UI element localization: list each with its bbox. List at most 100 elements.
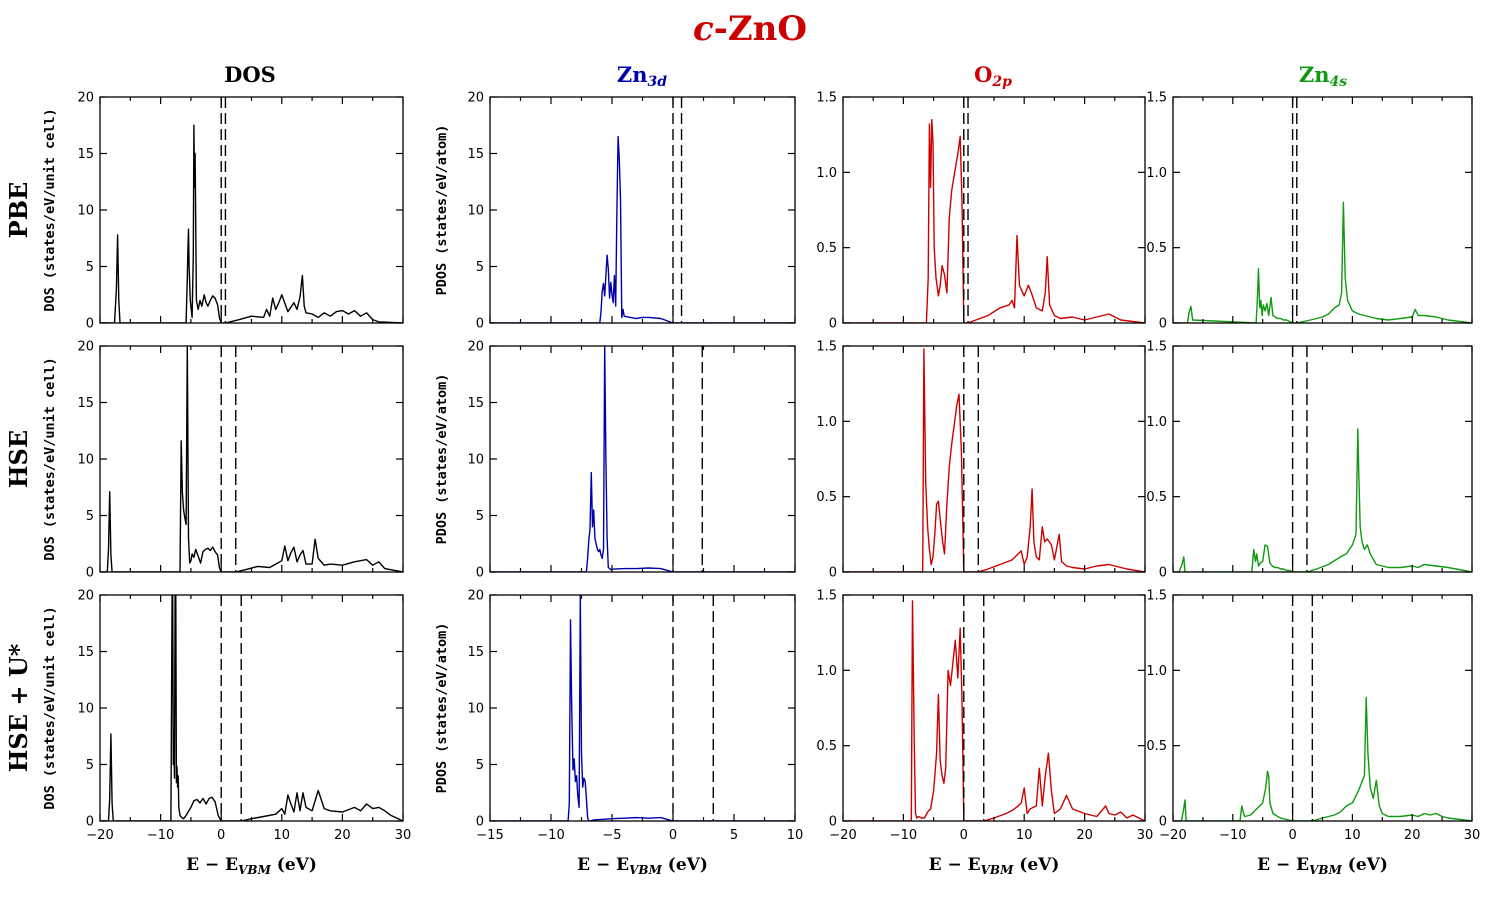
axes-frame-0-1 [489, 96, 796, 324]
y-axis-label-0-0: DOS (states/eV/unit cell) [42, 108, 58, 311]
x-tick-label: 20 [1404, 828, 1421, 843]
y-tick-label: 1.0 [816, 415, 837, 430]
x-tick-label: −10 [147, 828, 174, 843]
series-line-0-2 [843, 118, 1145, 323]
panel-1-1: 0 5 10 15 20 PDOS (states/eV/atom) [434, 340, 796, 581]
y-tick-label: 0.5 [816, 490, 837, 505]
y-tick-label: 0.5 [1146, 241, 1167, 256]
y-tick-label: 0 [1159, 317, 1167, 332]
x-tick-label: −10 [537, 828, 564, 843]
y-tick-label: 1.0 [816, 166, 837, 181]
x-tick-label: 0 [217, 828, 225, 843]
x-tick-label: 20 [1076, 828, 1093, 843]
y-tick-label: 0 [1159, 566, 1167, 581]
x-tick-label: −5 [602, 828, 621, 843]
axes-frame-1-1 [489, 345, 796, 573]
y-tick-label: 20 [467, 589, 484, 604]
series-line-0-3 [1173, 201, 1472, 323]
y-tick-label: 0 [829, 317, 837, 332]
panel-2-1: 0 5 10 15 20 −15 −10 −5 0 5 10 E − EVBM (eV) PDOS (s… [434, 589, 803, 878]
x-tick-label: −10 [1219, 828, 1246, 843]
series-line-1-1 [490, 346, 795, 572]
y-tick-label: 20 [467, 91, 484, 106]
y-tick-label: 0 [476, 815, 484, 830]
x-tick-label: 0 [1288, 828, 1296, 843]
y-tick-label: 0 [829, 566, 837, 581]
y-tick-label: 1.0 [1146, 664, 1167, 679]
column-title-0: DOS [224, 62, 276, 87]
y-tick-label: 1.0 [1146, 415, 1167, 430]
x-tick-label: 0 [960, 828, 968, 843]
y-tick-label: 10 [467, 702, 484, 717]
panel-2-3: 0 0.5 1.0 1.5 −20 −10 0 10 20 30 E − EVBM (eV) [1146, 589, 1480, 878]
x-tick-label: 0 [669, 828, 677, 843]
panel-1-3: 0 0.5 1.0 1.5 [1146, 340, 1473, 581]
y-tick-label: 1.5 [816, 340, 837, 355]
x-tick-label: 30 [1464, 828, 1481, 843]
x-tick-label: −10 [890, 828, 917, 843]
x-tick-label: −20 [1159, 828, 1186, 843]
y-axis-label-2-0: DOS (states/eV/unit cell) [42, 606, 58, 809]
panel-0-1: 0 5 10 15 20 PDOS (states/eV/atom) [434, 91, 796, 332]
y-tick-label: 0 [476, 566, 484, 581]
row-label-2: HSE + U* [4, 643, 33, 772]
y-tick-label: 15 [77, 645, 94, 660]
axes-frame-2-1 [489, 594, 796, 822]
y-tick-label: 15 [77, 396, 94, 411]
y-tick-label: 0 [1159, 815, 1167, 830]
x-tick-label: 30 [1137, 828, 1154, 843]
x-tick-label: 10 [1344, 828, 1361, 843]
series-line-0-1 [490, 135, 795, 323]
column-title-3: Zn4s [1299, 62, 1347, 90]
y-tick-label: 10 [77, 702, 94, 717]
row-label-0: PBE [4, 182, 33, 239]
y-tick-label: 5 [476, 260, 484, 275]
y-tick-label: 20 [77, 340, 94, 355]
panel-1-0: 0 5 10 15 20 DOS (states/eV/unit cell) [42, 340, 404, 581]
figure-title-rest: -ZnO [714, 9, 807, 49]
y-tick-label: 0 [86, 815, 94, 830]
panel-2-2: 0 0.5 1.0 1.5 −20 −10 0 10 20 30 E − EVBM (eV) [816, 589, 1153, 878]
y-tick-label: 5 [86, 758, 94, 773]
panel-1-2: 0 0.5 1.0 1.5 [816, 340, 1146, 581]
axes-frame-0-2 [842, 96, 1146, 324]
y-tick-label: 20 [77, 589, 94, 604]
axes-frame-2-3 [1172, 594, 1473, 822]
y-tick-label: 1.0 [1146, 166, 1167, 181]
y-tick-label: 0 [476, 317, 484, 332]
y-tick-label: 10 [467, 204, 484, 219]
x-tick-label: 20 [334, 828, 351, 843]
y-tick-label: 0 [86, 566, 94, 581]
y-tick-label: 1.5 [1146, 340, 1167, 355]
x-axis-label-1: E − EVBM (eV) [577, 855, 708, 877]
y-tick-label: 10 [77, 453, 94, 468]
x-tick-label: 10 [274, 828, 291, 843]
series-line-2-2 [843, 600, 1145, 821]
x-tick-label: −15 [476, 828, 503, 843]
panel-0-3: 0 0.5 1.0 1.5 [1146, 91, 1473, 332]
y-axis-label-0-1: PDOS (states/eV/atom) [434, 125, 450, 296]
axes-frame-0-3 [1172, 96, 1473, 324]
row-label-1: HSE [4, 430, 33, 488]
x-axis-label-3: E − EVBM (eV) [1257, 855, 1388, 877]
y-tick-label: 10 [77, 204, 94, 219]
y-tick-label: 0 [86, 317, 94, 332]
x-tick-label: −20 [86, 828, 113, 843]
x-tick-label: 5 [730, 828, 738, 843]
y-tick-label: 20 [467, 340, 484, 355]
axes-frame-1-3 [1172, 345, 1473, 573]
y-tick-label: 0.5 [816, 241, 837, 256]
y-tick-label: 1.5 [1146, 589, 1167, 604]
series-line-2-3 [1173, 696, 1472, 821]
y-tick-label: 1.5 [816, 589, 837, 604]
y-tick-label: 5 [86, 260, 94, 275]
series-line-1-2 [843, 348, 1145, 572]
y-axis-label-1-0: DOS (states/eV/unit cell) [42, 357, 58, 560]
y-tick-label: 10 [467, 453, 484, 468]
column-title-1: Zn3d [617, 62, 667, 90]
series-line-0-0 [100, 124, 403, 323]
axes-frame-1-0 [99, 345, 404, 573]
y-tick-label: 0.5 [816, 739, 837, 754]
axes-frame-0-0 [99, 96, 404, 324]
